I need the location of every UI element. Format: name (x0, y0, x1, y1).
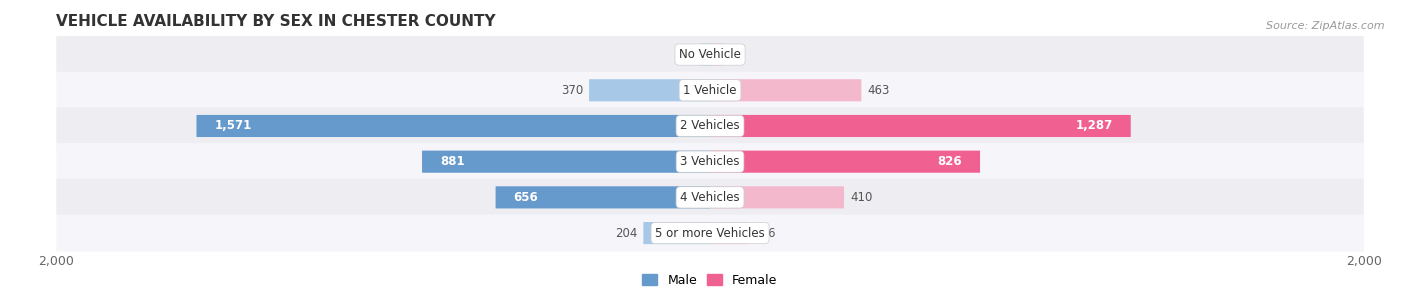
Text: 881: 881 (440, 155, 464, 168)
FancyBboxPatch shape (589, 79, 710, 101)
FancyBboxPatch shape (197, 115, 710, 137)
FancyBboxPatch shape (56, 72, 1364, 109)
Text: 1,287: 1,287 (1076, 119, 1112, 132)
FancyBboxPatch shape (710, 186, 844, 208)
Text: 29: 29 (679, 48, 695, 61)
Text: 3 Vehicles: 3 Vehicles (681, 155, 740, 168)
FancyBboxPatch shape (710, 151, 980, 173)
Text: 370: 370 (561, 84, 583, 97)
Text: 39: 39 (728, 48, 744, 61)
Text: 1 Vehicle: 1 Vehicle (683, 84, 737, 97)
Text: 2 Vehicles: 2 Vehicles (681, 119, 740, 132)
FancyBboxPatch shape (56, 143, 1364, 180)
FancyBboxPatch shape (56, 107, 1364, 144)
Text: 410: 410 (851, 191, 872, 204)
FancyBboxPatch shape (710, 79, 862, 101)
Text: 656: 656 (513, 191, 538, 204)
Text: 4 Vehicles: 4 Vehicles (681, 191, 740, 204)
Text: 1,571: 1,571 (215, 119, 252, 132)
FancyBboxPatch shape (56, 179, 1364, 216)
FancyBboxPatch shape (710, 115, 1130, 137)
FancyBboxPatch shape (56, 36, 1364, 73)
Legend: Male, Female: Male, Female (637, 269, 783, 292)
Text: 826: 826 (938, 155, 962, 168)
Text: VEHICLE AVAILABILITY BY SEX IN CHESTER COUNTY: VEHICLE AVAILABILITY BY SEX IN CHESTER C… (56, 13, 496, 28)
Text: 204: 204 (614, 226, 637, 240)
FancyBboxPatch shape (700, 43, 710, 66)
FancyBboxPatch shape (710, 222, 748, 244)
FancyBboxPatch shape (422, 151, 710, 173)
FancyBboxPatch shape (644, 222, 710, 244)
Text: 5 or more Vehicles: 5 or more Vehicles (655, 226, 765, 240)
Text: 116: 116 (754, 226, 776, 240)
Text: No Vehicle: No Vehicle (679, 48, 741, 61)
FancyBboxPatch shape (495, 186, 710, 208)
Text: 463: 463 (868, 84, 890, 97)
FancyBboxPatch shape (710, 43, 723, 66)
Text: Source: ZipAtlas.com: Source: ZipAtlas.com (1267, 21, 1385, 32)
FancyBboxPatch shape (56, 215, 1364, 252)
